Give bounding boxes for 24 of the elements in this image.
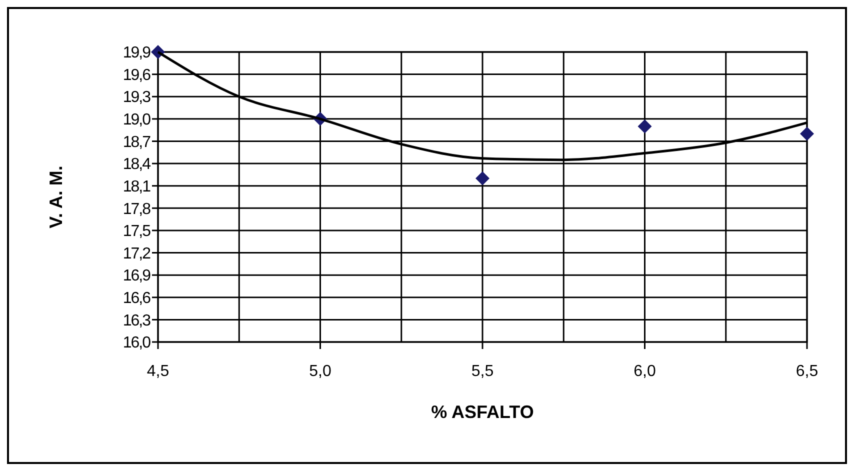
y-tick-label: 19,6 [122, 66, 152, 84]
y-tick-label: 18,7 [122, 134, 152, 151]
y-tick-label: 17,5 [122, 223, 152, 240]
y-tick-label: 18,1 [122, 178, 152, 196]
x-tick-label: 6,5 [796, 363, 818, 380]
x-tick-label: 5,5 [471, 363, 494, 380]
y-tick-label: 19,9 [122, 44, 152, 62]
point [638, 119, 652, 134]
y-tick-label: 19,3 [122, 89, 152, 106]
x-tick-label: 5,0 [309, 363, 332, 380]
y-tick-label: 17,2 [122, 245, 152, 262]
y-tick-label: 16,0 [122, 334, 152, 352]
y-tick-label: 16,6 [122, 290, 152, 307]
y-tick-label: 18,4 [122, 156, 152, 174]
x-tick-label: 6,0 [634, 363, 656, 380]
y-tick-label: 19,0 [122, 112, 152, 129]
point [476, 171, 490, 186]
y-axis-title: V. A. M. [46, 166, 66, 228]
y-tick-label: 16,3 [122, 312, 152, 330]
x-tick-label: 4,5 [146, 363, 170, 380]
y-tick-label: 17,8 [122, 200, 152, 218]
point [800, 126, 814, 141]
y-tick-label: 16,9 [122, 268, 152, 285]
x-axis-title: % ASFALTO [431, 402, 534, 422]
